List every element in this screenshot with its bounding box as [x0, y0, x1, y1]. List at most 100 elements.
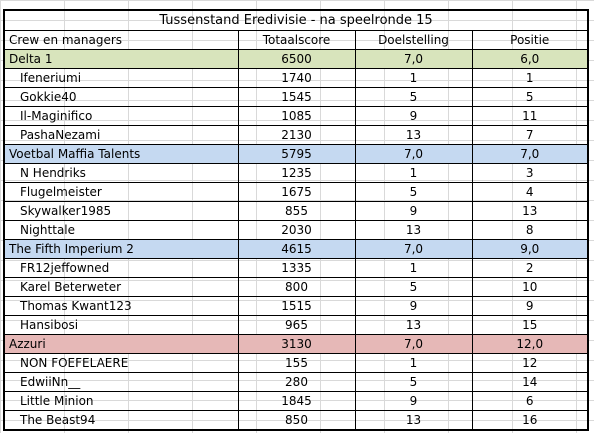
- team-name-cell[interactable]: Voetbal Maffia Talents: [3, 144, 239, 164]
- manager-doelstelling-cell[interactable]: 1: [354, 163, 473, 183]
- manager-doelstelling-cell[interactable]: 5: [354, 182, 473, 202]
- manager-name-cell[interactable]: NON FOEFELAERE: [3, 353, 239, 373]
- header-crew[interactable]: Crew en managers: [3, 30, 239, 50]
- manager-score-cell[interactable]: 280: [237, 372, 356, 392]
- manager-name-cell[interactable]: N Hendriks: [3, 163, 239, 183]
- manager-score-cell[interactable]: 155: [237, 353, 356, 373]
- manager-doelstelling-cell[interactable]: 5: [354, 372, 473, 392]
- manager-positie-cell[interactable]: 10: [471, 277, 589, 297]
- manager-positie-cell[interactable]: 7: [471, 125, 589, 145]
- manager-name-cell[interactable]: EdwiiNn__: [3, 372, 239, 392]
- team-name-cell[interactable]: Delta 1: [3, 49, 239, 69]
- manager-name-cell[interactable]: Thomas Kwant123: [3, 296, 239, 316]
- team-row: Voetbal Maffia Talents 5795 7,0 7,0: [3, 144, 589, 164]
- team-positie-cell[interactable]: 6,0: [471, 49, 589, 69]
- manager-name-cell[interactable]: Nighttale: [3, 220, 239, 240]
- manager-score-cell[interactable]: 800: [237, 277, 356, 297]
- manager-name-cell[interactable]: Little Minion: [3, 391, 239, 411]
- manager-doelstelling-cell[interactable]: 5: [354, 277, 473, 297]
- manager-name-cell[interactable]: Flugelmeister: [3, 182, 239, 202]
- manager-positie-cell[interactable]: 8: [471, 220, 589, 240]
- manager-positie-cell[interactable]: 15: [471, 315, 589, 335]
- team-positie-cell[interactable]: 7,0: [471, 144, 589, 164]
- manager-doelstelling-cell[interactable]: 13: [354, 410, 473, 431]
- manager-row: Gokkie40 1545 5 5: [3, 87, 589, 107]
- manager-score-cell[interactable]: 855: [237, 201, 356, 221]
- manager-score-cell[interactable]: 850: [237, 410, 356, 431]
- manager-positie-cell[interactable]: 12: [471, 353, 589, 373]
- manager-name-cell[interactable]: Karel Beterweter: [3, 277, 239, 297]
- team-doelstelling-cell[interactable]: 7,0: [354, 144, 473, 164]
- team-doelstelling-cell[interactable]: 7,0: [354, 334, 473, 354]
- manager-score-cell[interactable]: 1675: [237, 182, 356, 202]
- header-totaalscore[interactable]: Totaalscore: [237, 30, 356, 50]
- manager-score-cell[interactable]: 2130: [237, 125, 356, 145]
- team-positie-cell[interactable]: 9,0: [471, 239, 589, 259]
- manager-name-cell[interactable]: The Beast94: [3, 410, 239, 431]
- team-score-cell[interactable]: 3130: [237, 334, 356, 354]
- header-doelstelling[interactable]: Doelstelling: [354, 30, 473, 50]
- team-doelstelling-cell[interactable]: 7,0: [354, 239, 473, 259]
- manager-score-cell[interactable]: 1845: [237, 391, 356, 411]
- manager-score-cell[interactable]: 1515: [237, 296, 356, 316]
- manager-name-cell[interactable]: Gokkie40: [3, 87, 239, 107]
- header-positie[interactable]: Positie: [471, 30, 589, 50]
- manager-name-cell[interactable]: FR12jeffowned: [3, 258, 239, 278]
- manager-positie-cell[interactable]: 14: [471, 372, 589, 392]
- manager-row: Flugelmeister 1675 5 4: [3, 182, 589, 202]
- manager-doelstelling-cell[interactable]: 9: [354, 201, 473, 221]
- manager-row: The Beast94 850 13 16: [3, 410, 589, 431]
- manager-row: NON FOEFELAERE 155 1 12: [3, 353, 589, 373]
- manager-doelstelling-cell[interactable]: 13: [354, 315, 473, 335]
- manager-doelstelling-cell[interactable]: 9: [354, 296, 473, 316]
- manager-doelstelling-cell[interactable]: 1: [354, 353, 473, 373]
- table-title[interactable]: Tussenstand Eredivisie - na speelronde 1…: [3, 9, 589, 31]
- team-score-cell[interactable]: 6500: [237, 49, 356, 69]
- manager-positie-cell[interactable]: 5: [471, 87, 589, 107]
- manager-score-cell[interactable]: 1335: [237, 258, 356, 278]
- team-score-cell[interactable]: 4615: [237, 239, 356, 259]
- manager-doelstelling-cell[interactable]: 1: [354, 68, 473, 88]
- manager-score-cell[interactable]: 1085: [237, 106, 356, 126]
- manager-score-cell[interactable]: 2030: [237, 220, 356, 240]
- manager-positie-cell[interactable]: 1: [471, 68, 589, 88]
- standings-table: Tussenstand Eredivisie - na speelronde 1…: [3, 9, 589, 431]
- team-row: Delta 1 6500 7,0 6,0: [3, 49, 589, 69]
- manager-doelstelling-cell[interactable]: 13: [354, 220, 473, 240]
- manager-positie-cell[interactable]: 3: [471, 163, 589, 183]
- team-positie-cell[interactable]: 12,0: [471, 334, 589, 354]
- manager-name-cell[interactable]: PashaNezami: [3, 125, 239, 145]
- manager-row: Karel Beterweter 800 5 10: [3, 277, 589, 297]
- manager-doelstelling-cell[interactable]: 1: [354, 258, 473, 278]
- manager-positie-cell[interactable]: 4: [471, 182, 589, 202]
- manager-score-cell[interactable]: 1235: [237, 163, 356, 183]
- manager-name-cell[interactable]: Ifeneriumi: [3, 68, 239, 88]
- manager-positie-cell[interactable]: 9: [471, 296, 589, 316]
- manager-row: Skywalker1985 855 9 13: [3, 201, 589, 221]
- manager-positie-cell[interactable]: 16: [471, 410, 589, 431]
- manager-positie-cell[interactable]: 6: [471, 391, 589, 411]
- manager-doelstelling-cell[interactable]: 9: [354, 391, 473, 411]
- manager-name-cell[interactable]: Hansibosi: [3, 315, 239, 335]
- header-row: Crew en managers Totaalscore Doelstellin…: [3, 30, 589, 50]
- team-name-cell[interactable]: The Fifth Imperium 2: [3, 239, 239, 259]
- team-doelstelling-cell[interactable]: 7,0: [354, 49, 473, 69]
- manager-positie-cell[interactable]: 2: [471, 258, 589, 278]
- manager-positie-cell[interactable]: 11: [471, 106, 589, 126]
- manager-row: Hansibosi 965 13 15: [3, 315, 589, 335]
- title-row: Tussenstand Eredivisie - na speelronde 1…: [3, 9, 589, 31]
- manager-row: EdwiiNn__ 280 5 14: [3, 372, 589, 392]
- manager-score-cell[interactable]: 1545: [237, 87, 356, 107]
- manager-doelstelling-cell[interactable]: 13: [354, 125, 473, 145]
- team-name-cell[interactable]: Azzuri: [3, 334, 239, 354]
- team-score-cell[interactable]: 5795: [237, 144, 356, 164]
- manager-score-cell[interactable]: 965: [237, 315, 356, 335]
- manager-name-cell[interactable]: Skywalker1985: [3, 201, 239, 221]
- manager-name-cell[interactable]: Il-Maginifico: [3, 106, 239, 126]
- manager-doelstelling-cell[interactable]: 9: [354, 106, 473, 126]
- manager-positie-cell[interactable]: 13: [471, 201, 589, 221]
- manager-score-cell[interactable]: 1740: [237, 68, 356, 88]
- manager-row: Nighttale 2030 13 8: [3, 220, 589, 240]
- manager-doelstelling-cell[interactable]: 5: [354, 87, 473, 107]
